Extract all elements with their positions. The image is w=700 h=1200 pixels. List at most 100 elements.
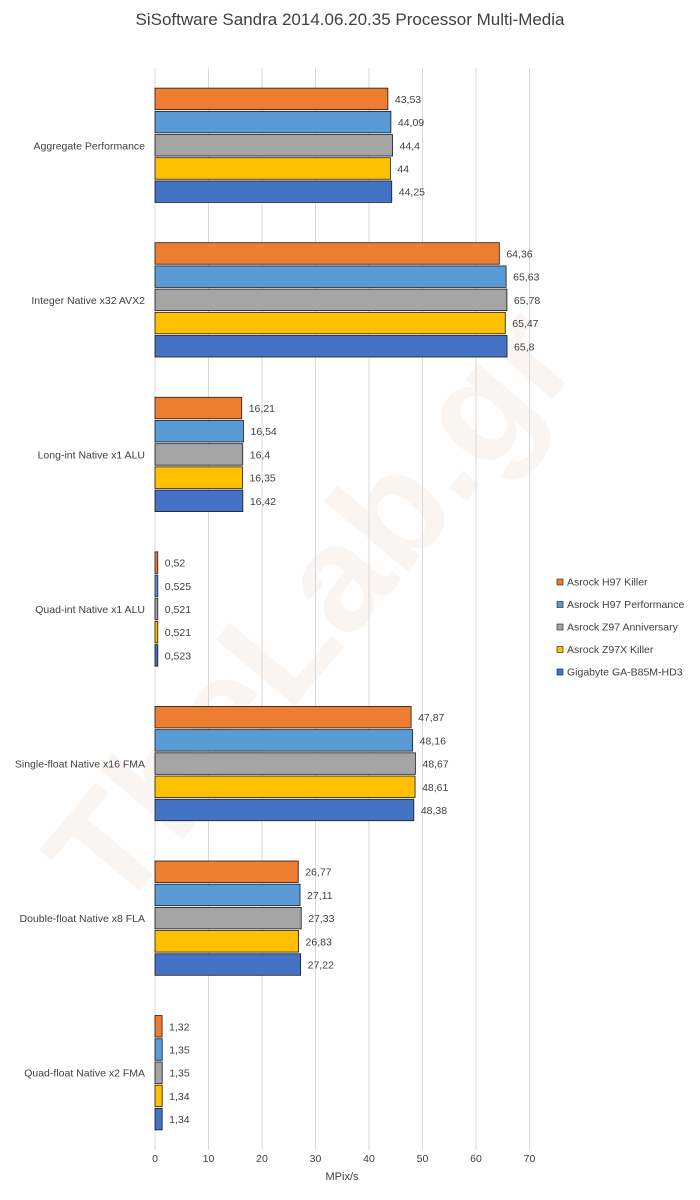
data-label: 26,77 [305,867,331,879]
data-label: 65,47 [512,318,538,330]
data-label: 26,83 [306,936,332,948]
data-label: 44,4 [400,140,421,152]
x-tick-label: 40 [363,1153,375,1165]
data-label: 65,63 [513,272,539,284]
data-label: 16,21 [249,403,275,415]
bar [154,157,391,180]
legend-entry: Asrock H97 Killer [567,577,648,589]
bar [154,644,159,667]
category-label: Long-int Native x1 ALU [38,449,145,461]
x-tick-label: 50 [417,1153,429,1165]
bar [154,1061,163,1084]
data-label: 1,32 [169,1021,190,1033]
data-label: 44 [397,163,409,175]
bar [154,775,416,798]
bar [154,180,393,203]
category-label: Single-float Native x16 FMA [15,759,145,771]
data-label: 0,525 [165,581,191,593]
bar [154,443,244,466]
legend-entry: Asrock Z97X Killer [567,644,654,656]
data-label: 43,53 [395,94,421,106]
bar [154,134,393,157]
data-label: 16,35 [249,473,275,485]
data-label: 64,36 [506,248,532,260]
category-label: Double-float Native x8 FLA [20,913,145,925]
value-labels: 43,53 44,09 44,4 44 44,25 64,36 65,63 65,78 65,4… [165,94,541,1126]
legend-swatch [556,623,564,631]
bar [154,706,412,729]
bar [154,930,299,953]
bar [154,466,243,489]
bar [154,597,159,621]
bar [154,621,159,644]
x-tick-label: 70 [524,1153,536,1165]
bar [154,396,243,420]
x-tick-labels: 0 10 20 30 40 50 60 70 [152,1153,535,1165]
x-tick-label: 10 [203,1153,215,1165]
bar [154,860,299,883]
bar [154,489,244,512]
bar [154,265,507,288]
legend-entry: Asrock H97 Performance [567,599,684,611]
data-label: 1,35 [169,1045,190,1057]
chart-title: SiSoftware Sandra 2014.06.20.35 Processo… [135,10,565,29]
bars [154,87,508,1131]
data-label: 65,78 [514,295,540,307]
data-label: 27,33 [308,913,334,925]
bar [154,288,508,312]
bar [154,1015,163,1038]
data-label: 65,8 [514,341,535,353]
category-label: Integer Native x32 AVX2 [31,295,145,307]
data-label: 0,521 [165,604,191,616]
bar [154,798,415,822]
data-label: 44,09 [398,117,424,129]
data-label: 0,521 [165,627,191,639]
data-label: 0,523 [165,650,191,662]
bar [154,1038,163,1061]
bar [154,1107,163,1131]
category-label: Quad-float Native x2 FMA [24,1068,145,1080]
data-label: 47,87 [418,712,444,724]
data-label: 48,67 [422,759,448,771]
bar [154,752,416,775]
data-label: 1,35 [169,1068,190,1080]
x-tick-label: 0 [152,1153,158,1165]
bar [154,242,500,265]
bar [154,729,414,752]
legend-entry: Gigabyte GA-B85M-HD3 [567,667,683,679]
bar [154,110,392,134]
bar [154,311,506,335]
legend-swatch [556,668,564,676]
data-label: 16,54 [250,426,276,438]
data-label: 16,42 [250,496,276,508]
x-tick-label: 20 [256,1153,268,1165]
legend-swatch [556,601,564,608]
bar [154,906,302,930]
category-labels: Aggregate Performance Integer Native x32 … [15,140,145,1079]
bar [154,574,159,597]
data-label: 44,25 [399,187,425,199]
data-label: 16,4 [250,449,271,461]
bar [154,335,508,358]
legend-swatch [556,578,564,586]
legend: Asrock H97 Killer Asrock H97 Performance A… [556,577,684,679]
data-label: 48,38 [421,805,447,817]
data-label: 0,52 [165,558,186,570]
legend-swatch [556,646,564,653]
data-label: 48,61 [422,782,448,794]
bar [154,953,302,976]
legend-entry: Asrock Z97 Anniversary [567,622,679,634]
data-label: 1,34 [169,1091,190,1103]
bar [154,883,301,907]
data-label: 27,22 [308,960,334,972]
bar [154,551,159,574]
category-label: Aggregate Performance [34,140,146,152]
bar [154,420,244,443]
data-label: 48,16 [420,735,446,747]
category-label: Quad-int Native x1 ALU [35,604,145,616]
x-tick-label: 60 [470,1153,482,1165]
x-tick-label: 30 [310,1153,322,1165]
x-axis-title: MPix/s [326,1171,360,1183]
bar [154,1084,163,1108]
